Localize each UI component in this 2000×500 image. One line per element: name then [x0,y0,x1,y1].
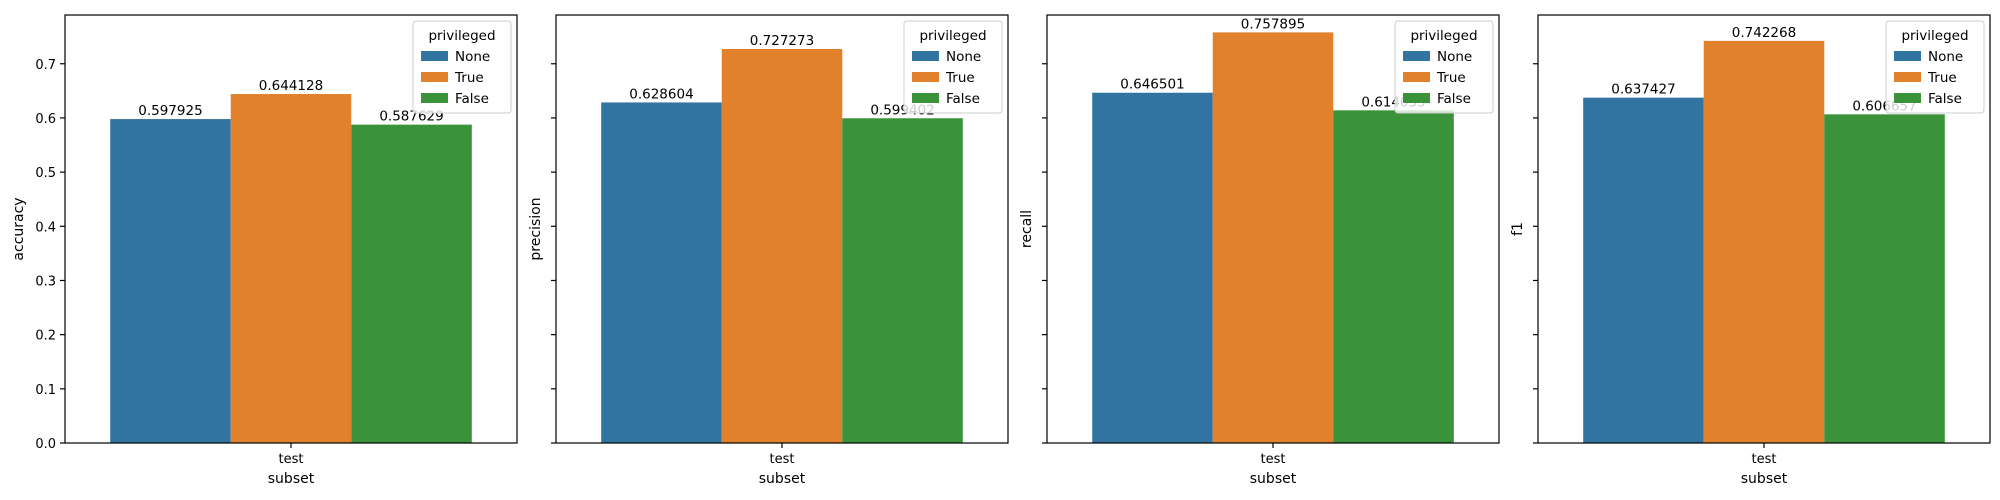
legend-f1: privileged None True False [1885,20,1985,114]
bar-accuracy-false [351,124,472,443]
xtick-label: test [1752,452,1777,467]
legend-swatch-false [912,93,939,103]
subplot-f1: 0.6374270.7422680.606657testsubsetf1priv… [1510,14,1991,487]
legend-swatch-none [912,51,939,61]
bar-label-precision-none: 0.628604 [629,86,693,102]
y-axis-label: recall [1019,210,1035,248]
bar-f1-false [1824,114,1945,443]
ytick-label: 0.3 [35,274,56,289]
legend-title: privileged [1901,28,1968,44]
legend-box [412,20,512,114]
legend-swatch-true [912,72,939,82]
legend-swatch-none [421,51,448,61]
bar-accuracy-true [230,94,352,443]
legend-title: privileged [919,28,986,44]
legend-swatch-true [1894,72,1921,82]
legend-box [1394,20,1494,114]
legend-swatch-none [1894,51,1921,61]
ytick-label: 0.4 [35,220,56,235]
ytick-label: 0.0 [35,437,56,452]
y-axis-label: accuracy [11,197,27,260]
bar-label-recall-none: 0.646501 [1120,77,1184,93]
bar-precision-true [721,48,843,444]
subplot-accuracy: 0.5979250.6441280.5876290.00.10.20.30.40… [11,14,518,487]
ytick-label: 0.1 [35,383,56,398]
legend-entry-false: False [1437,91,1471,107]
legend-entry-true: True [945,70,975,86]
legend-entry-none: None [1437,49,1472,65]
subplot-recall: 0.6465010.7578950.614035testsubsetrecall… [1019,14,1500,487]
bar-precision-false [842,118,963,444]
xtick-label: test [279,452,304,467]
legend-entry-false: False [1928,91,1962,107]
legend-box [903,20,1003,114]
bar-recall-none [1092,92,1213,443]
bar-label-f1-none: 0.637427 [1611,82,1675,98]
legend-accuracy: privileged None True False [412,20,512,114]
legend-entry-false: False [946,91,980,107]
ytick-label: 0.5 [35,166,56,181]
bar-label-recall-true: 0.757895 [1241,16,1305,32]
legend-entry-true: True [1927,70,1957,86]
xtick-label: test [1261,452,1286,467]
y-axis-label: precision [528,197,544,260]
bar-precision-none [601,102,722,444]
bar-label-accuracy-none: 0.597925 [138,103,202,119]
legend-swatch-false [421,93,448,103]
legend-swatch-true [421,72,448,82]
x-axis-label: subset [1250,471,1297,487]
bar-recall-true [1212,32,1334,444]
y-axis-label: f1 [1510,222,1526,236]
legend-entry-false: False [455,91,489,107]
bar-label-precision-true: 0.727273 [750,33,814,49]
bar-f1-true [1703,40,1825,444]
legend-precision: privileged None True False [903,20,1003,114]
legend-swatch-false [1403,93,1430,103]
legend-swatch-none [1403,51,1430,61]
x-axis-label: subset [1741,471,1788,487]
xtick-label: test [770,452,795,467]
bar-label-accuracy-true: 0.644128 [259,78,323,94]
ytick-label: 0.7 [35,58,56,73]
legend-title: privileged [1410,28,1477,44]
legend-recall: privileged None True False [1394,20,1494,114]
legend-swatch-false [1894,93,1921,103]
legend-entry-true: True [1436,70,1466,86]
ytick-label: 0.6 [35,112,56,127]
legend-entry-true: True [454,70,484,86]
legend-entry-none: None [1928,49,1963,65]
legend-entry-none: None [455,49,490,65]
legend-entry-none: None [946,49,981,65]
bar-recall-false [1333,110,1454,443]
legend-title: privileged [428,28,495,44]
bar-f1-none [1583,97,1704,444]
bar-accuracy-none [110,119,231,443]
legend-swatch-true [1403,72,1430,82]
subplot-precision: 0.6286040.7272730.599402testsubsetprecis… [528,14,1009,487]
legend-box [1885,20,1985,114]
bar-label-f1-true: 0.742268 [1732,25,1796,41]
x-axis-label: subset [268,471,315,487]
x-axis-label: subset [759,471,806,487]
ytick-label: 0.2 [35,329,56,344]
